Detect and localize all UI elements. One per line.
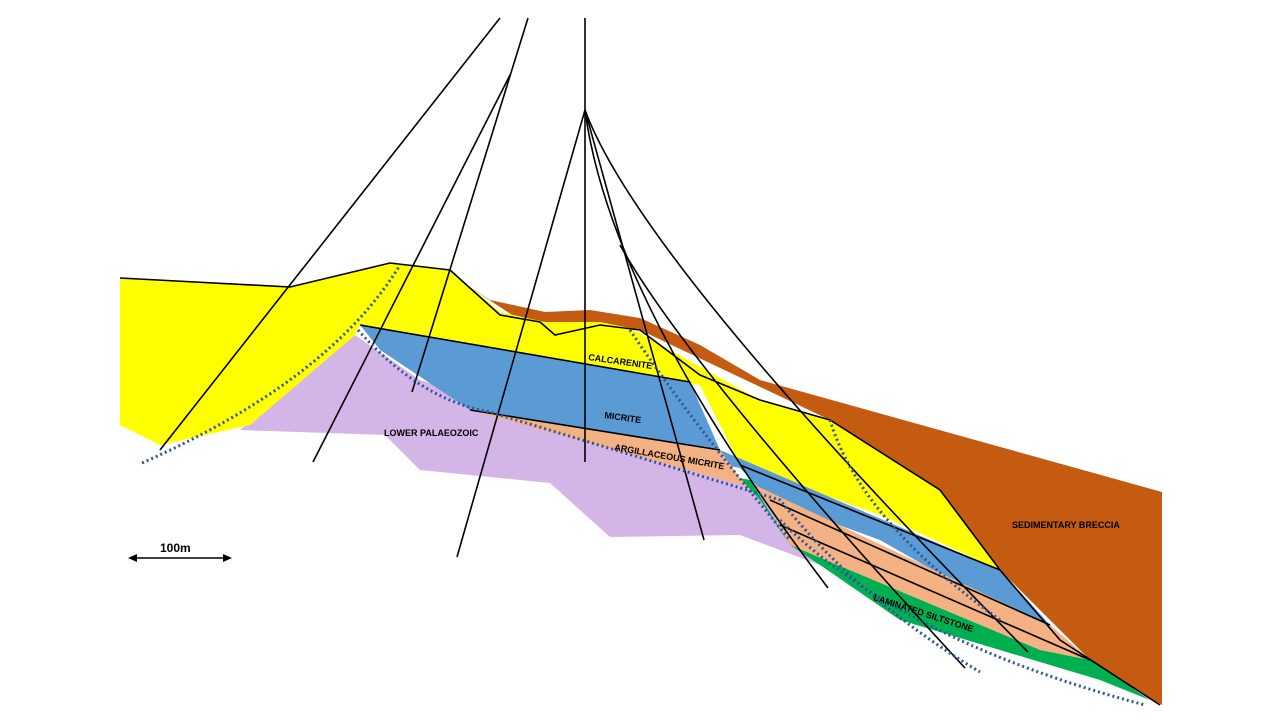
surface (119, 262, 1161, 706)
drill-hole (159, 17, 501, 451)
arrow (128, 554, 137, 562)
siltstone (740, 478, 1150, 700)
fault (828, 419, 1001, 622)
contact (769, 499, 1051, 626)
calcarenite (120, 263, 1000, 570)
palaeozoic (240, 335, 820, 565)
drill-hole (411, 17, 529, 393)
fault (628, 329, 792, 541)
drill-hole (584, 109, 829, 589)
breccia (440, 268, 1162, 705)
unit-label: LOWER PALAEOZOIC (384, 428, 479, 438)
arrow (223, 554, 232, 562)
contact (739, 464, 1001, 571)
drill-hole (584, 109, 1029, 653)
unit-label: SEDIMENTARY BRECCIA (1012, 520, 1120, 530)
contact (359, 324, 691, 383)
micrite (360, 325, 1090, 660)
argillaceous (470, 410, 1090, 660)
drill-hole (312, 74, 511, 463)
scale-label: 100m (160, 541, 191, 555)
drill-hole (456, 109, 586, 558)
fault (778, 518, 1146, 707)
contact (469, 409, 721, 451)
drill-hole (619, 244, 966, 669)
drill-hole (584, 109, 705, 541)
contact (779, 524, 1091, 661)
